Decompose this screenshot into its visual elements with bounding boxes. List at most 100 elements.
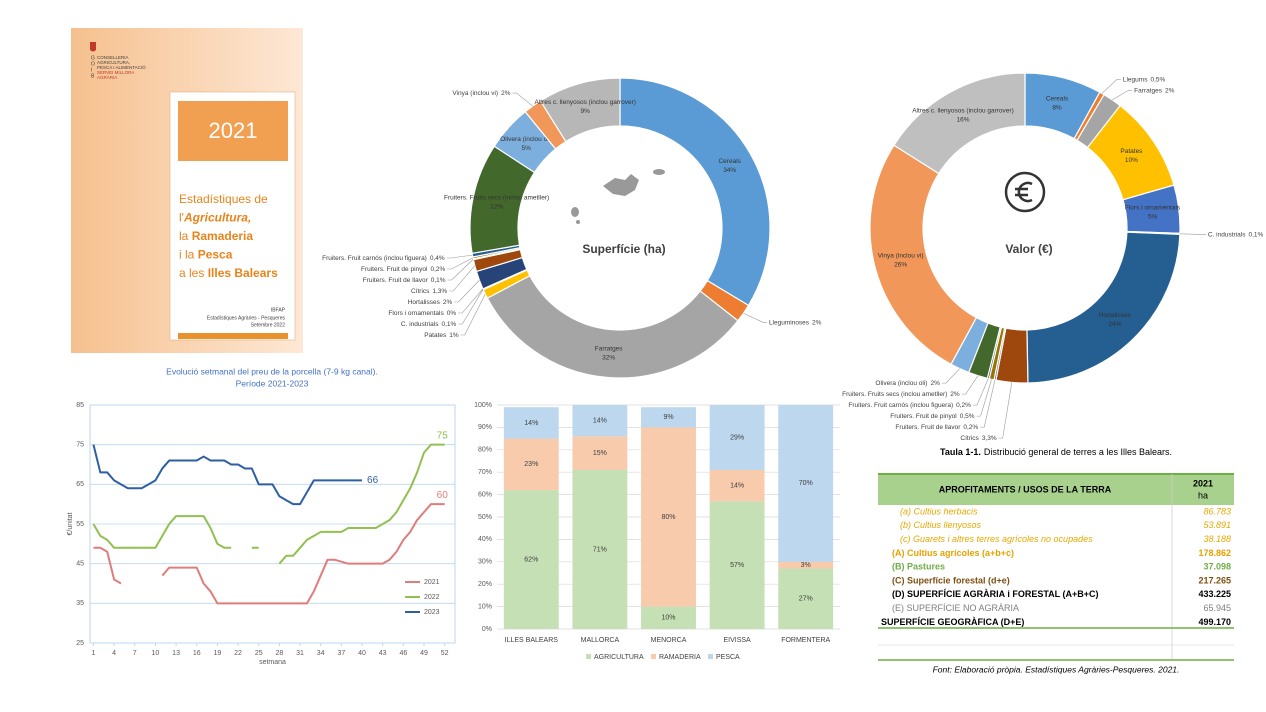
x-tick-label: 49 — [420, 650, 428, 657]
slice-value: 10% — [1125, 157, 1138, 164]
leader-line — [458, 288, 484, 314]
slice-name: Fruiters. Fruit carnós (inclou figuera) — [848, 402, 953, 409]
department: PESCA I ALIMENTACIÓ — [97, 64, 146, 70]
slice-value: 0,5% — [1150, 76, 1165, 83]
bar-value-label: 14% — [730, 482, 744, 489]
leader-line — [512, 92, 533, 107]
legend-label: 2022 — [424, 594, 440, 601]
slice-value: 2% — [930, 380, 940, 387]
bar-segment — [778, 568, 834, 629]
table-cell-label: (E) SUPERFÍCIE NO AGRÀRIA — [892, 603, 1019, 613]
slice-value: 1% — [449, 332, 459, 339]
table-cell-value: 178.862 — [1198, 548, 1231, 558]
leader-line — [446, 254, 473, 259]
leader-line — [447, 257, 474, 270]
leader-line — [449, 265, 476, 292]
table-cell-value: 86.783 — [1203, 506, 1231, 516]
logo-letter: I — [91, 67, 92, 73]
table-cell-label: (C) Superfície forestal (d+e) — [892, 575, 1010, 585]
slice-value: 0,5% — [960, 413, 975, 420]
slice-value: 0,2% — [956, 402, 971, 409]
service: SERVEI MILLORA — [97, 70, 134, 75]
bar-value-label: 57% — [730, 562, 744, 569]
x-tick-label: 25 — [255, 650, 263, 657]
pie-center-title: Valor (€) — [1005, 242, 1052, 256]
table-cell-value: 217.265 — [1198, 575, 1231, 585]
y-tick-label: 80% — [478, 447, 492, 454]
leader-line — [998, 382, 1013, 439]
x-tick-label: 16 — [193, 650, 201, 657]
slice-value: 16% — [956, 116, 969, 123]
bar-value-label: 14% — [524, 420, 538, 427]
leader-line — [941, 368, 960, 384]
cover-title-line: a les Illes Balears — [179, 266, 278, 280]
pie-slice — [869, 144, 978, 366]
y-tick-label: 70% — [478, 469, 492, 476]
slice-name: Altres c. llenyosos (inclou garrover) — [912, 107, 1014, 114]
slice-name: Lleguminoses — [769, 319, 810, 326]
series-line — [93, 503, 445, 605]
bar-segment — [641, 407, 696, 428]
x-axis-label: setmana — [259, 659, 286, 666]
slice-label: Hortalisses 2% — [408, 299, 453, 306]
legend-label: RAMADERIA — [659, 654, 701, 661]
series-line — [92, 443, 445, 565]
x-tick-label: 22 — [234, 650, 242, 657]
department: AGRICULTURA, — [97, 60, 130, 65]
slice-name: Fruiters. Fruits secs (inclou ametller) — [444, 194, 549, 201]
x-tick-label: 1 — [91, 650, 95, 657]
x-tick-label: FORMENTERA — [781, 637, 830, 644]
leader-line — [972, 378, 989, 406]
cover-title-line: la Ramaderia — [179, 229, 253, 243]
leader-line — [1179, 233, 1206, 235]
slice-value: 0,1% — [431, 277, 446, 284]
end-value-label: 66 — [367, 475, 379, 486]
slice-name: Altres c. llenyosos (inclou garrover) — [534, 99, 636, 106]
x-tick-label: 4 — [112, 650, 116, 657]
table-cell-label: (c) Guarets i altres terres agrícoles no… — [900, 534, 1093, 544]
y-tick-label: 20% — [478, 581, 492, 588]
x-tick-label: 43 — [379, 650, 387, 657]
bar-segment — [709, 469, 765, 502]
logo-letter: G — [91, 55, 95, 61]
x-tick-label: 40 — [358, 650, 366, 657]
slice-value: 0,2% — [963, 424, 978, 431]
chart-subtitle: Període 2021-2023 — [236, 378, 309, 388]
x-tick-label: 28 — [275, 650, 283, 657]
pie-slice — [486, 274, 739, 379]
slice-label: Fruiters. Fruit de llavor 0,2% — [895, 424, 978, 431]
leader-line — [976, 379, 992, 417]
x-tick-label: 46 — [399, 650, 407, 657]
y-tick-label: 55 — [76, 521, 84, 528]
slice-name: Cítrics — [411, 288, 430, 295]
bar-segment — [503, 407, 559, 439]
bar-segment — [572, 436, 628, 470]
x-tick-label: 19 — [214, 650, 222, 657]
slice-name: Hortalisses — [1099, 312, 1132, 319]
slice-label: Fruiters. Fruit carnós (inclou figuera) 0… — [322, 255, 445, 262]
y-tick-label: 50% — [478, 514, 492, 521]
logo-letter: B — [91, 73, 95, 79]
slice-label: Fruiters. Fruit de llavor 0,1% — [363, 277, 446, 284]
y-tick-label: 60% — [478, 491, 492, 498]
slice-value: 2% — [950, 391, 960, 398]
slice-value: 2% — [501, 90, 511, 97]
x-tick-label: MENORCA — [651, 637, 687, 644]
slice-value: 12% — [490, 203, 503, 210]
slice-name: Patates — [1120, 148, 1143, 155]
slice-label: Olivera (inclou oli) 5% — [500, 136, 552, 152]
year-box — [178, 101, 288, 161]
y-tick-label: 40% — [478, 536, 492, 543]
bar-value-label: 80% — [661, 514, 675, 521]
slice-label: Hortalisses 24% — [1099, 312, 1132, 328]
legend-label: 2021 — [424, 579, 440, 586]
slice-value: 2% — [443, 299, 453, 306]
y-axis-label: €/unitat — [67, 512, 74, 535]
slice-name: Fruiters. Fruit de llavor — [895, 424, 961, 431]
slice-value: 32% — [602, 354, 615, 361]
slice-value: 34% — [723, 167, 736, 174]
slice-label: Flors i ornamentals 0% — [388, 310, 456, 317]
bar-segment — [641, 427, 696, 607]
slice-label: Vinya (inclou vi) 26% — [878, 252, 924, 268]
